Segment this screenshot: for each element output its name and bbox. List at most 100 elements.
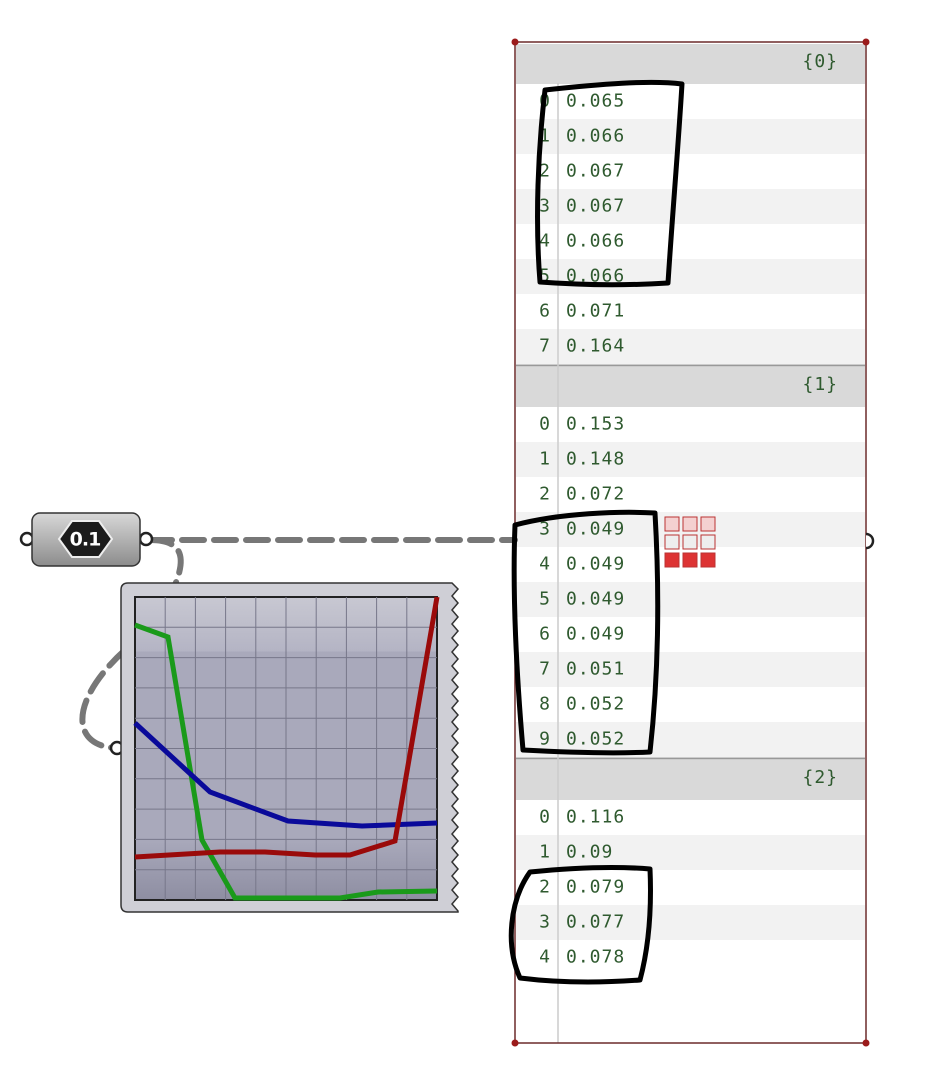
row-index: 7 — [539, 336, 551, 357]
number-node[interactable]: 0.1 — [19, 512, 154, 567]
corner — [862, 38, 870, 46]
row-value: 0.153 — [566, 414, 625, 435]
row-index: 7 — [539, 659, 551, 680]
branch-header — [516, 367, 865, 407]
row-value: 0.067 — [566, 196, 625, 217]
row-bg — [516, 687, 865, 722]
output-grip[interactable] — [865, 532, 875, 550]
wire — [79, 647, 128, 751]
row-value: 0.077 — [566, 912, 625, 933]
icon[interactable] — [682, 516, 698, 532]
graph-curve — [134, 596, 440, 860]
branch-path: {1} — [802, 374, 838, 395]
node-label: 0.1 — [70, 529, 101, 551]
row-value: 0.066 — [566, 266, 625, 287]
row-value: 0.052 — [566, 694, 625, 715]
row-bg — [516, 154, 865, 189]
row-value: 0.148 — [566, 449, 625, 470]
branch-header — [516, 44, 865, 84]
row-bg — [516, 582, 865, 617]
row-bg — [516, 905, 865, 940]
graph-curve — [134, 622, 438, 901]
row-value: 0.049 — [566, 554, 625, 575]
row-index: 5 — [539, 266, 551, 287]
row-index: 1 — [539, 126, 551, 147]
panel-rows: {0} 0 0.065 1 0.066 2 0.067 3 0.067 4 0.066 5 0.066 6… — [516, 44, 865, 975]
row-index: 1 — [539, 449, 551, 470]
icon[interactable] — [700, 534, 716, 550]
row-bg — [516, 294, 865, 329]
row-bg — [516, 119, 865, 154]
icon[interactable] — [664, 516, 680, 532]
row-index: 1 — [539, 842, 551, 863]
row-bg — [516, 870, 865, 905]
row-index: 5 — [539, 589, 551, 610]
row-index: 6 — [539, 624, 551, 645]
output-grip[interactable] — [138, 531, 154, 547]
icon[interactable] — [664, 534, 680, 550]
row-value: 0.079 — [566, 877, 625, 898]
row-index: 3 — [539, 912, 551, 933]
marker-circle — [511, 509, 661, 756]
row-bg — [516, 442, 865, 477]
row-bg — [516, 800, 865, 835]
row-bg — [516, 617, 865, 652]
row-value: 0.049 — [566, 624, 625, 645]
row-bg — [516, 407, 865, 442]
row-bg — [516, 259, 865, 294]
icon[interactable] — [700, 552, 716, 568]
row-index: 4 — [539, 554, 551, 575]
row-index: 4 — [539, 231, 551, 252]
row-value: 0.065 — [566, 91, 625, 112]
row-index: 2 — [539, 484, 551, 505]
row-value: 0.067 — [566, 161, 625, 182]
row-value: 0.071 — [566, 301, 625, 322]
row-value: 0.09 — [566, 842, 613, 863]
row-index: 2 — [539, 161, 551, 182]
row-index: 2 — [539, 877, 551, 898]
row-value: 0.078 — [566, 947, 625, 968]
row-bg — [516, 189, 865, 224]
row-bg — [516, 84, 865, 119]
icon[interactable] — [682, 552, 698, 568]
branch-path: {0} — [802, 51, 838, 72]
marker-circle — [535, 79, 685, 288]
row-index: 8 — [539, 694, 551, 715]
corner — [511, 1039, 519, 1047]
row-bg — [516, 652, 865, 687]
graph-curve — [133, 721, 438, 829]
row-value: 0.066 — [566, 126, 625, 147]
row-bg — [516, 224, 865, 259]
row-value: 0.051 — [566, 659, 625, 680]
input-grip[interactable] — [19, 531, 35, 547]
row-value: 0.116 — [566, 807, 625, 828]
marker-circle — [508, 865, 654, 985]
node-hex — [57, 520, 114, 558]
row-value: 0.049 — [566, 589, 625, 610]
wire — [147, 537, 184, 588]
row-index: 0 — [539, 807, 551, 828]
corner — [511, 38, 519, 46]
wires — [79, 537, 518, 751]
branch-header — [516, 760, 865, 800]
graph-mapper[interactable] — [109, 582, 460, 913]
row-value: 0.066 — [566, 231, 625, 252]
corner — [862, 1039, 870, 1047]
row-value: 0.164 — [566, 336, 625, 357]
row-value: 0.049 — [566, 519, 625, 540]
row-value: 0.072 — [566, 484, 625, 505]
marker-annotations — [508, 79, 685, 985]
row-value: 0.052 — [566, 729, 625, 750]
row-index: 4 — [539, 947, 551, 968]
row-index: 9 — [539, 729, 551, 750]
toolbar-icons[interactable] — [664, 516, 716, 568]
row-index: 3 — [539, 196, 551, 217]
icon[interactable] — [664, 552, 680, 568]
row-bg — [516, 477, 865, 512]
row-bg — [516, 835, 865, 870]
row-index: 6 — [539, 301, 551, 322]
icon[interactable] — [682, 534, 698, 550]
row-index: 3 — [539, 519, 551, 540]
icon[interactable] — [700, 516, 716, 532]
